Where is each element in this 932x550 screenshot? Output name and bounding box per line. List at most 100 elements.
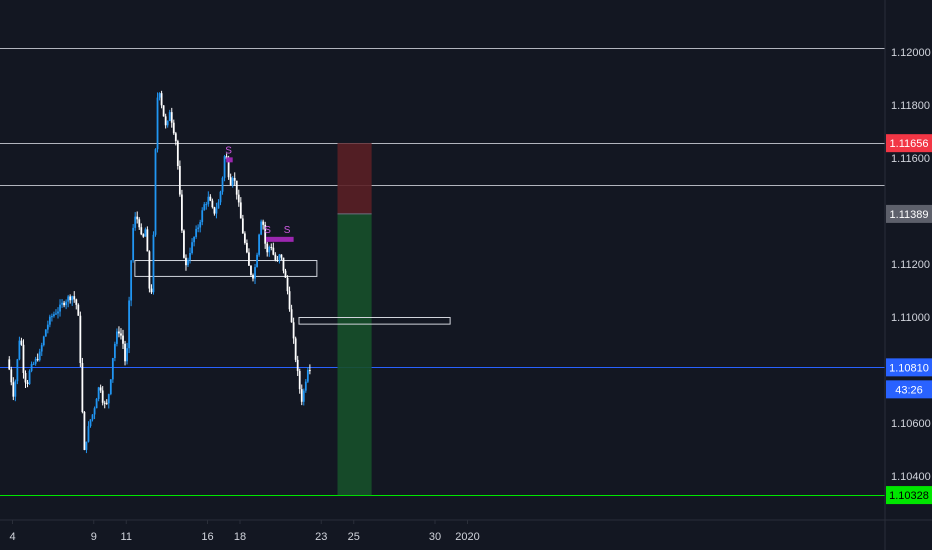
candle-body[interactable] xyxy=(118,331,120,334)
candle-body[interactable] xyxy=(158,93,161,98)
time-tick-label[interactable]: 30 xyxy=(429,531,441,543)
candle-body[interactable] xyxy=(136,216,139,220)
candle-body[interactable] xyxy=(168,112,171,121)
time-tick-label[interactable]: 16 xyxy=(201,531,213,543)
candle-body[interactable] xyxy=(48,316,51,325)
candle-body[interactable] xyxy=(223,156,226,178)
candle-body[interactable] xyxy=(197,227,200,229)
time-tick-label[interactable]: 2020 xyxy=(455,531,479,543)
time-scale-labels[interactable]: 4 9 11 16 18 23 25 30 2020 xyxy=(9,520,480,543)
candle-body[interactable] xyxy=(302,390,305,402)
candle-body[interactable] xyxy=(83,412,86,450)
candle-body[interactable] xyxy=(44,329,47,337)
candle-body[interactable] xyxy=(150,288,153,293)
candle-body[interactable] xyxy=(122,335,124,344)
candle-body[interactable] xyxy=(132,227,135,261)
candle-body[interactable] xyxy=(140,227,143,235)
candle-body[interactable] xyxy=(166,120,169,126)
price-tick-label[interactable]: 1.12000 xyxy=(891,47,931,59)
candle-body[interactable] xyxy=(105,402,108,404)
candle-body[interactable] xyxy=(113,343,116,359)
candle-body[interactable] xyxy=(79,315,82,364)
candle-body[interactable] xyxy=(18,340,21,360)
price-tick-label[interactable]: 1.11200 xyxy=(891,259,930,271)
candle-body[interactable] xyxy=(152,234,155,293)
candle-body[interactable] xyxy=(24,372,27,383)
candle-body[interactable] xyxy=(227,158,230,178)
candle-body[interactable] xyxy=(36,358,39,361)
candle-body[interactable] xyxy=(134,216,137,228)
candle-body[interactable] xyxy=(207,196,210,205)
candle-body[interactable] xyxy=(248,252,250,266)
candle-body[interactable] xyxy=(229,177,232,186)
candle-body[interactable] xyxy=(26,382,29,384)
candle-body[interactable] xyxy=(87,426,90,442)
candle-body[interactable] xyxy=(290,309,293,323)
candle-body[interactable] xyxy=(40,345,43,352)
candle-body[interactable] xyxy=(300,389,303,402)
candle-body[interactable] xyxy=(32,363,35,365)
rectangle-drawing[interactable] xyxy=(298,317,451,325)
candle-body[interactable] xyxy=(38,351,41,361)
candle-body[interactable] xyxy=(298,370,301,390)
candle-body[interactable] xyxy=(250,265,252,275)
candle-body[interactable] xyxy=(183,230,185,258)
time-tick-label[interactable]: 25 xyxy=(348,531,360,543)
candle-body[interactable] xyxy=(126,348,128,362)
candle-body[interactable] xyxy=(266,243,269,253)
candle-body[interactable] xyxy=(142,234,145,237)
candle-body[interactable] xyxy=(14,381,17,397)
candle-body[interactable] xyxy=(73,296,76,300)
candle-body[interactable] xyxy=(221,177,224,192)
candle-body[interactable] xyxy=(278,254,281,261)
candle-body[interactable] xyxy=(288,291,291,310)
candle-body[interactable] xyxy=(51,316,53,318)
candle-body[interactable] xyxy=(65,301,68,306)
price-tick-label[interactable]: 1.10600 xyxy=(891,418,931,430)
candles[interactable] xyxy=(8,90,311,454)
candle-body[interactable] xyxy=(81,363,84,413)
candle-body[interactable] xyxy=(12,382,15,397)
time-tick-label[interactable]: 18 xyxy=(234,531,246,543)
candle-body[interactable] xyxy=(120,333,122,336)
candle-body[interactable] xyxy=(246,242,248,253)
candle-body[interactable] xyxy=(109,379,112,395)
candle-body[interactable] xyxy=(97,387,100,399)
candle-body[interactable] xyxy=(61,302,63,305)
candle-body[interactable] xyxy=(306,370,309,382)
candle-body[interactable] xyxy=(199,222,202,228)
candle-body[interactable] xyxy=(239,202,242,219)
candle-body[interactable] xyxy=(42,336,45,346)
candle-body[interactable] xyxy=(280,254,283,258)
candle-body[interactable] xyxy=(211,200,214,208)
candle-body[interactable] xyxy=(111,358,114,380)
candle-body[interactable] xyxy=(205,204,208,206)
candle-body[interactable] xyxy=(75,299,78,305)
rectangle-drawing[interactable] xyxy=(134,260,318,277)
candle-body[interactable] xyxy=(268,247,271,253)
candle-body[interactable] xyxy=(170,112,173,123)
candle-body[interactable] xyxy=(91,414,94,420)
take-profit-zone[interactable] xyxy=(337,213,372,496)
candle-body[interactable] xyxy=(85,441,88,450)
price-tick-label[interactable]: 1.11600 xyxy=(891,153,930,165)
candle-body[interactable] xyxy=(282,257,285,271)
candle-body[interactable] xyxy=(174,133,177,142)
candle-body[interactable] xyxy=(162,105,165,117)
candle-body[interactable] xyxy=(99,387,102,391)
candle-body[interactable] xyxy=(57,311,59,314)
horizontal-levels[interactable] xyxy=(0,0,885,496)
candle-body[interactable] xyxy=(53,314,55,317)
candle-body[interactable] xyxy=(69,296,72,301)
candle-body[interactable] xyxy=(294,338,297,360)
candle-body[interactable] xyxy=(20,340,23,345)
candle-body[interactable] xyxy=(189,253,191,260)
price-tick-label[interactable]: 1.11000 xyxy=(891,312,930,324)
candle-body[interactable] xyxy=(235,180,238,195)
candle-body[interactable] xyxy=(107,394,110,404)
candle-body[interactable] xyxy=(93,408,96,415)
candle-body[interactable] xyxy=(10,369,13,383)
candle-body[interactable] xyxy=(101,390,104,403)
candle-body[interactable] xyxy=(215,208,218,214)
